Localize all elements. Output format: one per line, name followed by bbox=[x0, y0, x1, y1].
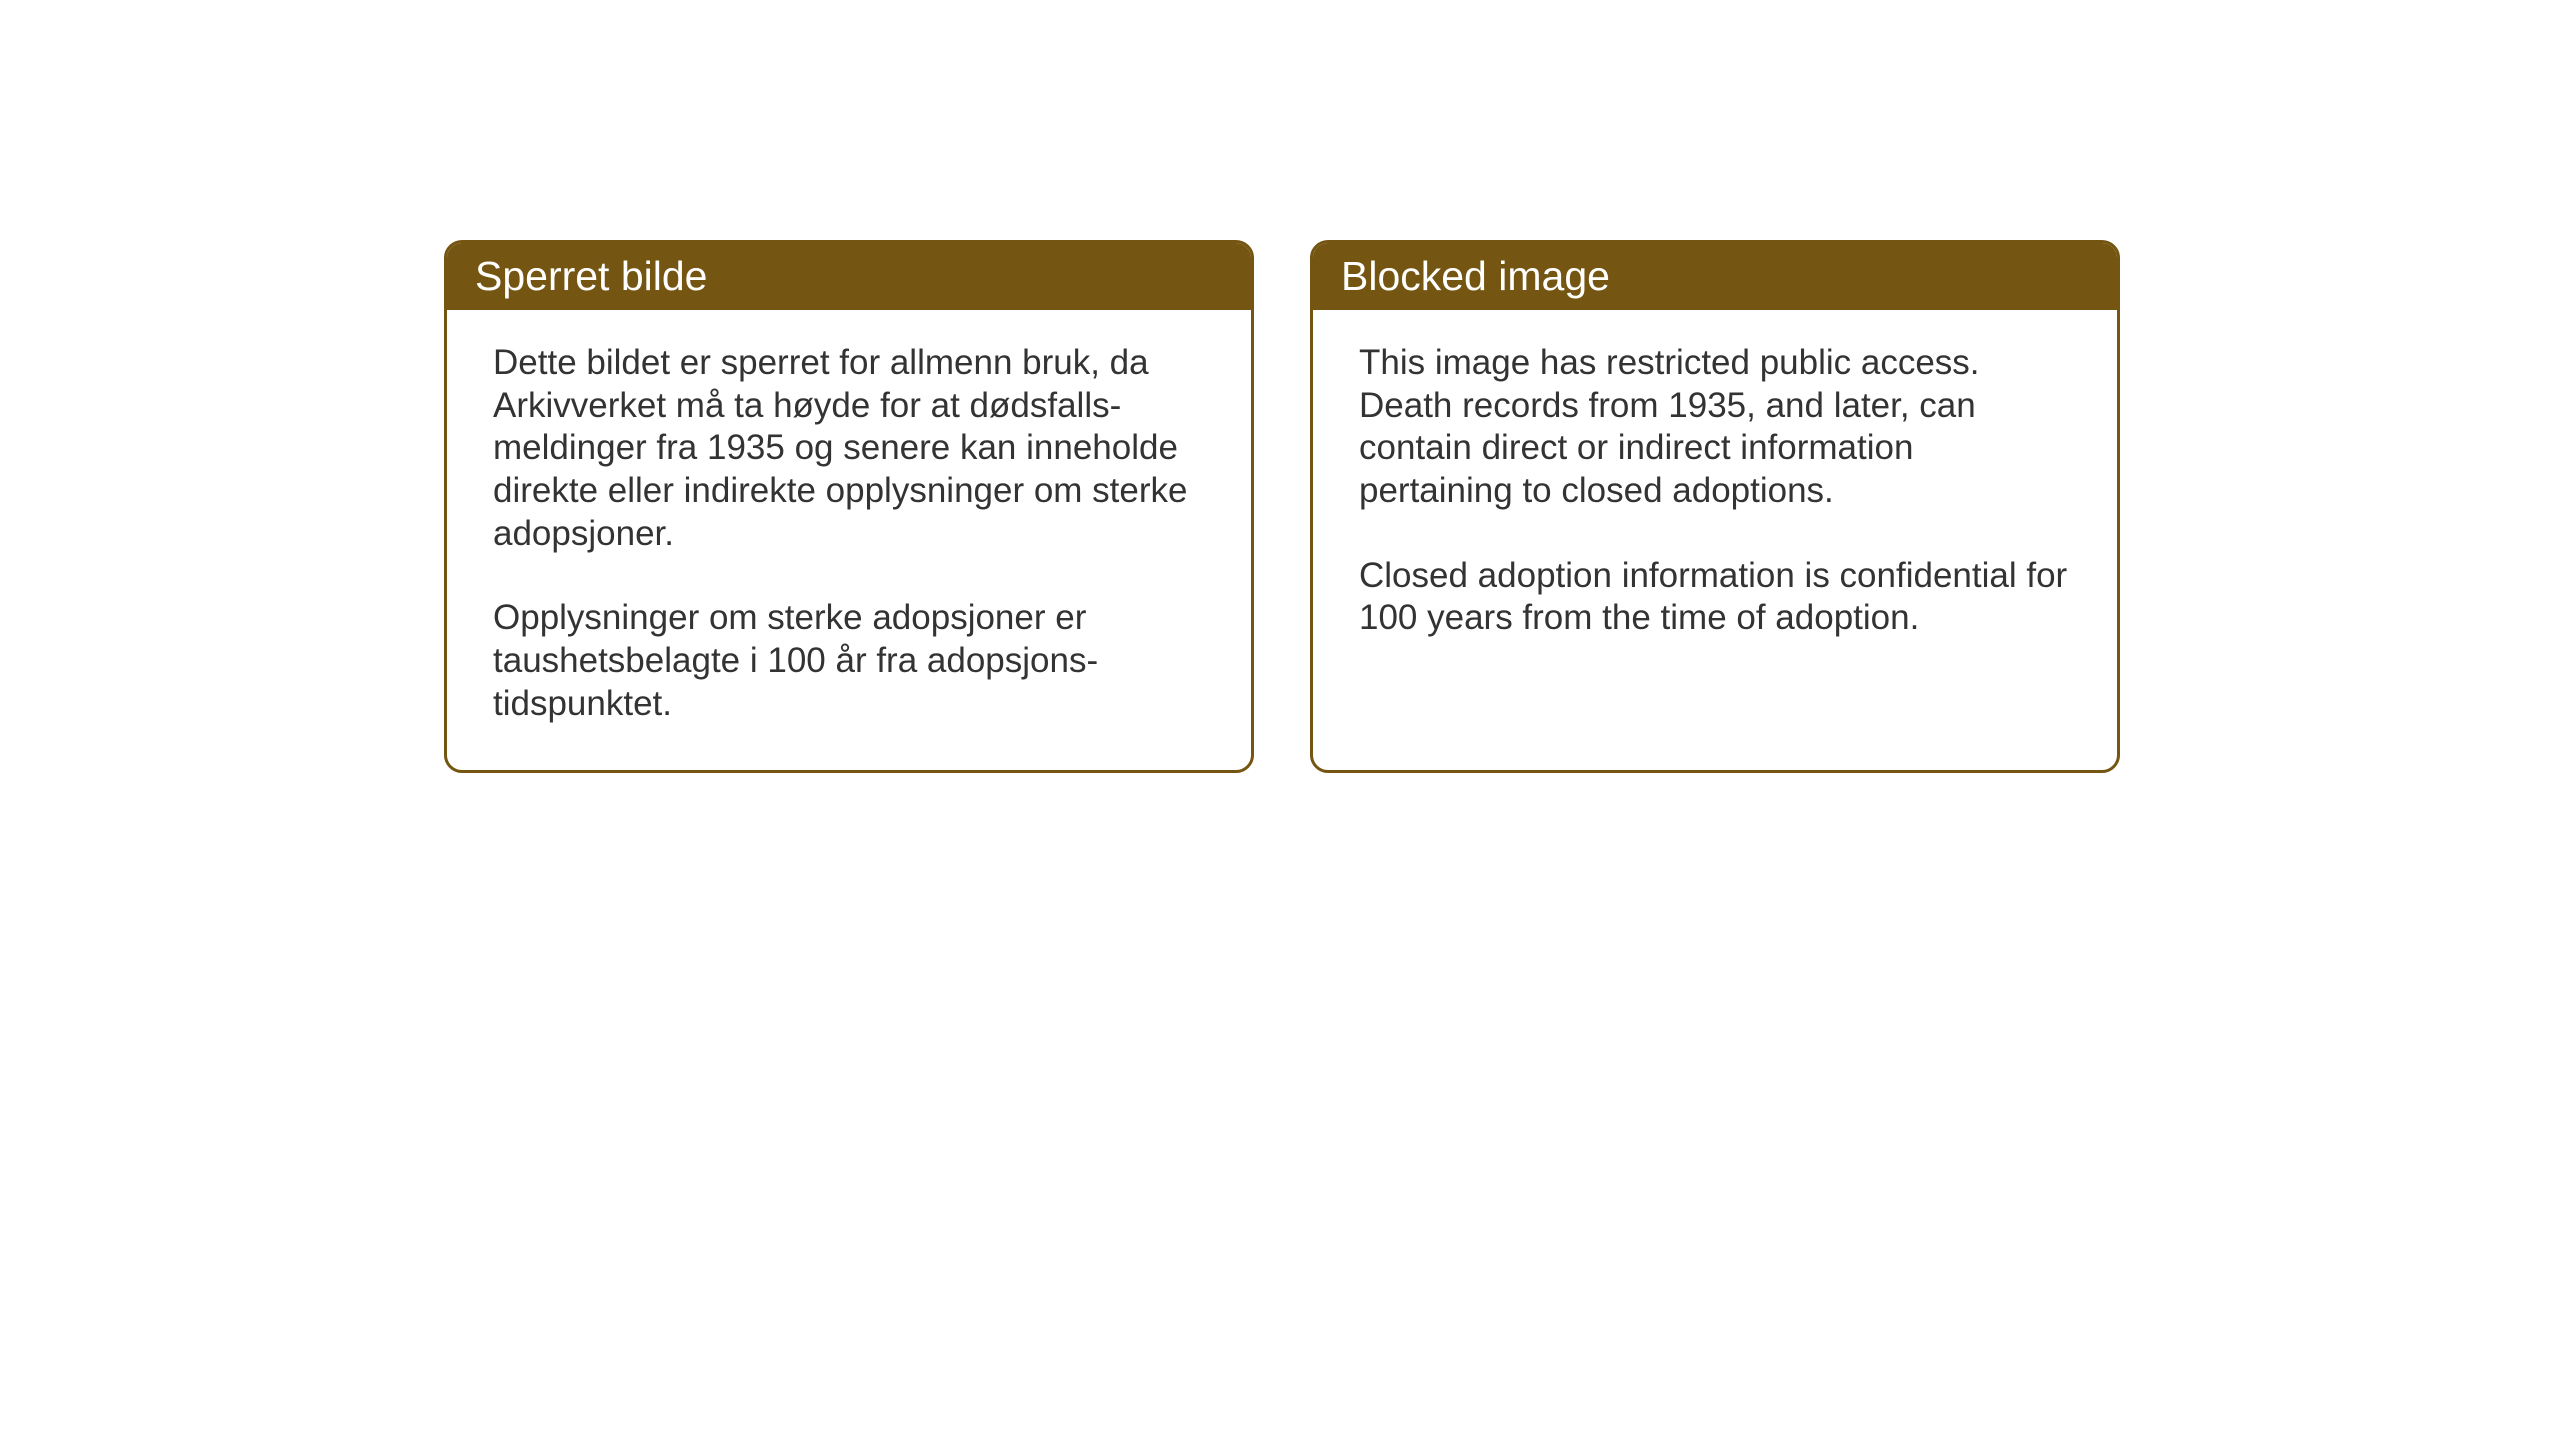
english-info-card: Blocked image This image has restricted … bbox=[1310, 240, 2120, 773]
english-paragraph-1: This image has restricted public access.… bbox=[1359, 342, 2071, 513]
norwegian-paragraph-1: Dette bildet er sperret for allmenn bruk… bbox=[493, 342, 1205, 555]
norwegian-card-body: Dette bildet er sperret for allmenn bruk… bbox=[447, 310, 1251, 770]
norwegian-card-title: Sperret bilde bbox=[447, 243, 1251, 310]
info-cards-container: Sperret bilde Dette bildet er sperret fo… bbox=[444, 240, 2120, 773]
english-card-body: This image has restricted public access.… bbox=[1313, 310, 2117, 684]
norwegian-info-card: Sperret bilde Dette bildet er sperret fo… bbox=[444, 240, 1254, 773]
norwegian-paragraph-2: Opplysninger om sterke adopsjoner er tau… bbox=[493, 597, 1205, 725]
english-card-title: Blocked image bbox=[1313, 243, 2117, 310]
english-paragraph-2: Closed adoption information is confident… bbox=[1359, 555, 2071, 640]
